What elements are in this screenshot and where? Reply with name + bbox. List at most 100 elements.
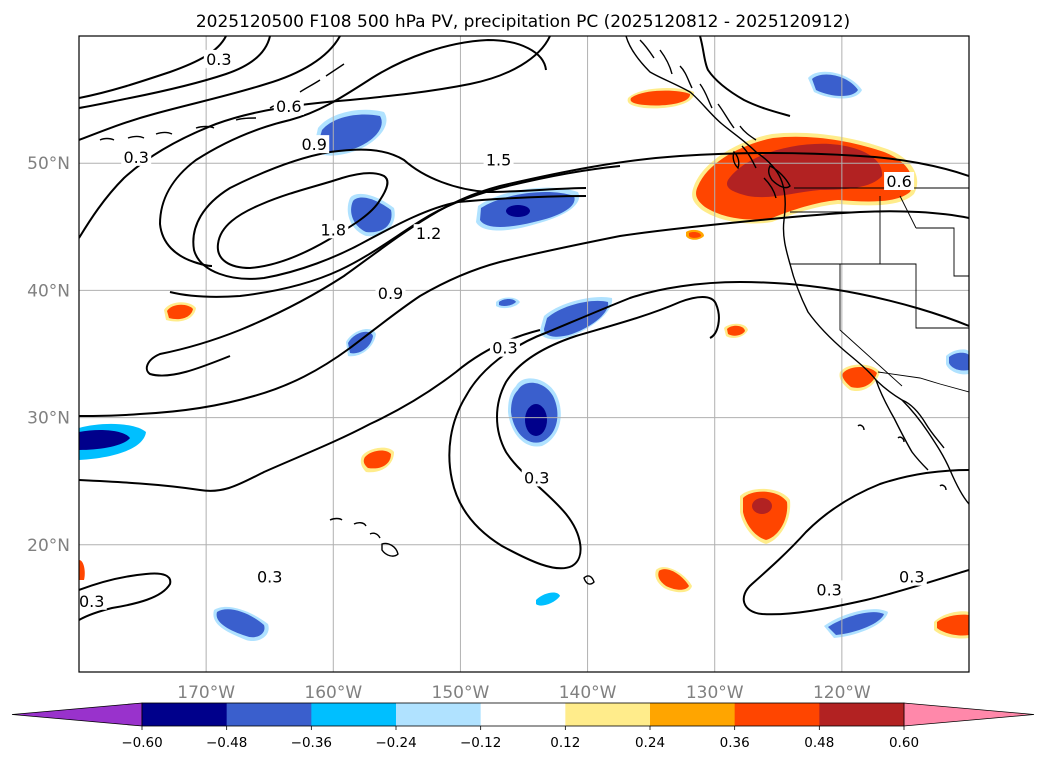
us-mexico-border [877, 371, 969, 393]
precip-positive-blob-7 [724, 323, 748, 338]
pv-contour-0-6 [79, 210, 969, 417]
colorbar-tick-label-4: −0.12 [460, 735, 501, 751]
colorbar-tick-label-6: 0.24 [635, 735, 665, 751]
colorbar-segment-3 [396, 703, 482, 726]
colorbar-segment-6 [650, 703, 736, 726]
contour-label-0: 0.3 [79, 592, 104, 611]
contour-label-10: 0.9 [301, 135, 326, 154]
contour-label-11: 0.9 [378, 284, 403, 303]
alaska-panhandle-coastline [639, 39, 777, 199]
contour-label-bg-9 [884, 172, 915, 191]
lon-tick-label-5: 120°W [813, 683, 871, 703]
colorbar-segment-7 [734, 703, 820, 726]
colorbar-tick-label-3: −0.24 [375, 735, 416, 751]
precip-positive-blob-west-edge [79, 560, 85, 580]
lat-tick-label-2: 30°N [27, 409, 70, 429]
precip-negative-blob-5 [508, 378, 561, 447]
lat-tick-label-0: 50°N [27, 154, 70, 174]
contour-label-bg-7 [203, 49, 234, 68]
pv-contour-0-3-south-west [79, 572, 172, 621]
contour-label-5: 0.3 [899, 568, 924, 587]
lon-tick-label-2: 150°W [432, 683, 490, 703]
border-line-5 [880, 263, 969, 329]
contour-label-bg-1 [254, 567, 285, 586]
precip-negative-blob-12 [946, 349, 969, 375]
precip-pc-shading [79, 71, 969, 642]
contour-label-bg-12 [413, 224, 444, 243]
colorbar-segment-5 [565, 703, 651, 726]
small-island-coastline [583, 575, 595, 585]
map-gridlines [79, 36, 969, 672]
lon-tick-label-4: 130°W [686, 683, 744, 703]
precip-negative-blob-6 [346, 328, 376, 357]
colorbar-tick-label-5: 0.12 [550, 735, 580, 751]
contour-label-bg-4 [814, 580, 845, 599]
pv-contour-0-3 [79, 329, 541, 492]
contour-label-bg-10 [299, 135, 330, 154]
colorbar-extend-high [903, 702, 1035, 727]
contour-label-8: 0.6 [276, 97, 301, 116]
precip-positive-blob-3 [360, 447, 394, 473]
lon-tick-label-1: 160°W [304, 683, 362, 703]
precip-negative-blob-13 [536, 592, 560, 606]
pv-contour-1-2 [169, 165, 621, 298]
precip-negative-blob-11 [808, 71, 862, 99]
contour-label-3: 0.3 [492, 339, 517, 358]
hawaii-coastline [329, 517, 399, 557]
contour-label-12: 1.2 [416, 224, 441, 243]
colorbar-segment-1 [226, 703, 312, 726]
contour-label-bg-13 [483, 150, 514, 169]
colorbar-tick-label-1: −0.48 [206, 735, 247, 751]
contour-label-bg-8 [273, 96, 304, 115]
contour-label-14: 1.8 [321, 220, 346, 239]
colorbar-outline [141, 702, 905, 727]
border-line-4 [839, 264, 903, 387]
colorbar-tick-label-0: −0.60 [121, 735, 162, 751]
precip-positive-blob-alaska [627, 88, 695, 109]
contour-label-bg-3 [489, 338, 520, 357]
longitude-tick-labels: 170°W 160°W 150°W 140°W 130°W 120°W [177, 683, 871, 703]
contour-label-6: 0.3 [123, 148, 148, 167]
contour-label-4: 0.3 [816, 580, 841, 599]
channel-islands-coastline [857, 424, 947, 491]
colorbar-tick-label-7: 0.36 [720, 735, 750, 751]
contour-label-bg-11 [375, 283, 406, 302]
haida-gwaii-coastline [732, 150, 740, 170]
latitude-tick-labels: 50°N 40°N 30°N 20°N [27, 154, 70, 556]
precip-negative-blob-west-edge [79, 423, 146, 460]
contour-label-1: 0.3 [257, 568, 282, 587]
colorbar-segment-4 [480, 703, 566, 726]
pv-contour-0-6-north [79, 36, 271, 109]
contour-label-bg-0 [79, 591, 107, 610]
pv-contour-0-3-far-north [79, 36, 227, 99]
pv-contour-0-9 [145, 152, 969, 377]
border-line-6 [916, 227, 969, 277]
contour-label-13: 1.5 [486, 150, 511, 169]
map-frame [78, 35, 970, 673]
colorbar-segment-8 [819, 703, 905, 726]
colorbar-tick-label-9: 0.60 [889, 735, 919, 751]
vancouver-island-coastline [767, 165, 791, 189]
pv-contour-0-3-upper [79, 36, 341, 141]
lon-tick-label-3: 140°W [559, 683, 617, 703]
precip-positive-blob-4 [740, 488, 791, 544]
colorbar-segment-2 [311, 703, 397, 726]
pv-contours [79, 36, 969, 621]
contour-label-bg-2 [521, 468, 552, 487]
lon-tick-label-0: 170°W [177, 683, 235, 703]
precip-positive-blob-2 [164, 302, 196, 322]
coastlines [99, 36, 969, 585]
precip-negative-blob-7 [496, 297, 520, 309]
colorbar: −0.60 −0.48 −0.36 −0.24 −0.12 0.12 0.24 0.36 0.4… [11, 702, 1035, 751]
lat-tick-label-3: 20°N [27, 536, 70, 556]
map-panel: 0.30.30.30.30.30.30.30.30.60.60.90.91.21… [79, 36, 969, 672]
precip-positive-blob-9 [934, 611, 969, 639]
contour-label-bg-6 [121, 147, 152, 166]
pv-contour-1-2-north [158, 38, 547, 267]
precip-negative-blob-alaska-south [314, 109, 387, 156]
pv-contour-0-3-loop [448, 280, 969, 570]
colorbar-segment-0 [142, 703, 228, 726]
colorbar-tick-label-8: 0.48 [804, 735, 834, 751]
contour-label-7: 0.3 [206, 50, 231, 69]
